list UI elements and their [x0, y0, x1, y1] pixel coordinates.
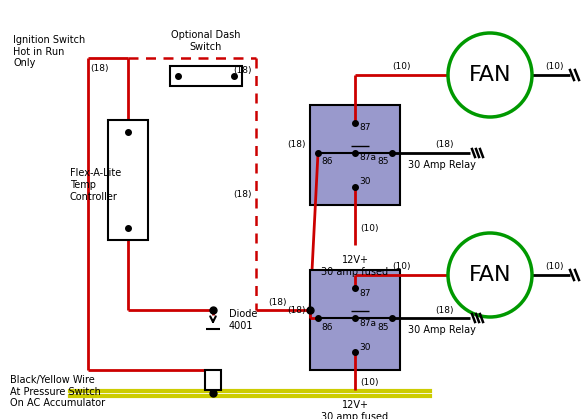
Text: (10): (10): [546, 62, 564, 72]
Text: Black/Yellow Wire
At Pressure Switch
On AC Accumulator: Black/Yellow Wire At Pressure Switch On …: [10, 375, 105, 408]
Text: (18): (18): [90, 64, 109, 72]
Text: 30 Amp Relay: 30 Amp Relay: [408, 160, 476, 170]
Text: (10): (10): [360, 223, 378, 233]
Text: 85: 85: [378, 323, 389, 331]
Text: FAN: FAN: [469, 265, 511, 285]
Text: 30: 30: [359, 342, 371, 352]
Text: Flex-A-Lite
Temp
Controller: Flex-A-Lite Temp Controller: [70, 168, 121, 202]
Bar: [205, 370, 221, 390]
Text: 12V+
30 amp fused: 12V+ 30 amp fused: [321, 400, 389, 419]
Text: (10): (10): [360, 378, 378, 386]
Text: (10): (10): [546, 262, 564, 272]
Bar: [310, 105, 400, 205]
Text: 86: 86: [321, 323, 332, 331]
Text: Ignition Switch
Hot in Run
Only: Ignition Switch Hot in Run Only: [13, 35, 85, 68]
Text: 87a: 87a: [359, 318, 376, 328]
Text: 85: 85: [378, 158, 389, 166]
Text: (10): (10): [392, 62, 411, 72]
Text: (18): (18): [268, 297, 286, 307]
Text: Optional Dash
Switch: Optional Dash Switch: [171, 31, 241, 52]
Circle shape: [448, 33, 532, 117]
Text: FAN: FAN: [469, 65, 511, 85]
Text: 30 Amp Relay: 30 Amp Relay: [408, 325, 476, 335]
Circle shape: [448, 233, 532, 317]
Bar: [108, 120, 148, 240]
Text: 87a: 87a: [359, 153, 376, 163]
Text: Diode
4001: Diode 4001: [229, 309, 257, 331]
Text: 86: 86: [321, 158, 332, 166]
Bar: [170, 66, 242, 86]
Text: (10): (10): [392, 262, 411, 272]
Text: (18): (18): [234, 191, 252, 199]
Text: (18): (18): [234, 65, 252, 75]
Text: (18): (18): [436, 305, 454, 315]
Text: 87: 87: [359, 289, 371, 297]
Text: 12V+
30 amp fused: 12V+ 30 amp fused: [321, 255, 389, 277]
Bar: [310, 270, 400, 370]
Text: 87: 87: [359, 124, 371, 132]
Text: 30: 30: [359, 178, 371, 186]
Text: (18): (18): [288, 140, 306, 150]
Text: (18): (18): [288, 305, 306, 315]
Text: (18): (18): [436, 140, 454, 150]
